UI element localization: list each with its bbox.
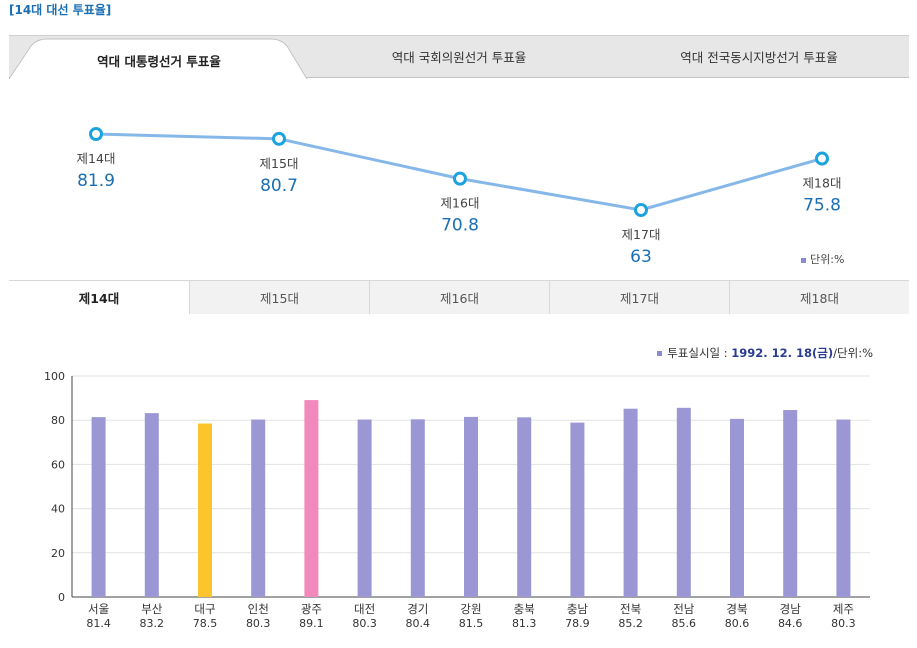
x-value-label: 89.1 <box>299 617 324 630</box>
bar-4 <box>251 419 266 597</box>
bar-3 <box>198 423 212 597</box>
x-value-label: 80.3 <box>352 617 377 630</box>
x-category-label: 경기 <box>407 602 428 616</box>
x-value-label: 85.2 <box>618 617 643 630</box>
turnout-point-label: 제17대 <box>622 227 661 242</box>
x-category-label: 경남 <box>780 602 802 616</box>
election-number-tabs: 제14대 제15대 제16대 제17대 제18대 <box>9 280 909 314</box>
x-value-label: 85.6 <box>672 617 697 630</box>
x-category-label: 대전 <box>354 602 375 616</box>
bar-10 <box>570 422 585 597</box>
unit-square-icon <box>801 257 806 263</box>
election-date: 1992. 12. 18(금) <box>731 346 834 360</box>
x-category-label: 충남 <box>567 602 589 616</box>
unit-note-text: 단위:% <box>810 253 845 266</box>
tab-presidential[interactable]: 역대 대통령선거 투표율 <box>9 35 309 79</box>
x-category-label: 인천 <box>248 602 269 616</box>
info-suffix: /단위:% <box>833 346 873 360</box>
x-value-label: 80.3 <box>246 617 271 630</box>
bar-chart-info: 투표실시일 : 1992. 12. 18(금)/단위:% <box>657 345 873 361</box>
x-category-label: 강원 <box>460 602 481 616</box>
tab-presidential-label: 역대 대통령선거 투표율 <box>97 53 221 69</box>
tab-national-assembly[interactable]: 역대 국회의원선거 투표율 <box>391 50 527 65</box>
y-tick-label: 60 <box>51 458 65 471</box>
x-value-label: 81.4 <box>86 617 111 630</box>
tab-18th[interactable]: 제18대 <box>729 281 909 314</box>
x-category-label: 서울 <box>88 602 109 616</box>
x-category-label: 경북 <box>726 602 747 616</box>
turnout-point-value: 81.9 <box>77 171 115 191</box>
tab-16th[interactable]: 제16대 <box>369 281 549 314</box>
bar-5 <box>304 400 319 597</box>
turnout-line-chart: 제14대 81.9 제15대 80.7 제16대 70.8 제17대 63 제18대 75.8 <box>77 127 842 267</box>
y-tick-label: 0 <box>58 591 65 604</box>
page-heading: [14대 대선 투표율] <box>9 3 112 17</box>
bar-14 <box>783 410 798 597</box>
x-value-label: 84.6 <box>778 617 803 630</box>
turnout-point <box>272 131 286 146</box>
bar-6 <box>357 419 372 597</box>
bar-15 <box>836 419 851 597</box>
turnout-point-label: 제16대 <box>441 196 480 211</box>
bar-13 <box>730 418 744 597</box>
turnout-point <box>634 203 648 217</box>
x-category-label: 전남 <box>673 602 695 616</box>
turnout-point <box>89 127 103 141</box>
line-chart-unit-note: 단위:% <box>801 251 844 267</box>
bar-9 <box>517 417 532 597</box>
bar-11 <box>623 408 638 597</box>
bar-1 <box>91 417 106 597</box>
regional-turnout-bar-chart: 020406080100서울81.4부산83.2대구78.5인천80.3광주89… <box>44 370 870 630</box>
x-category-label: 대구 <box>194 602 215 616</box>
x-value-label: 78.5 <box>193 617 218 630</box>
x-value-label: 83.2 <box>140 617 165 630</box>
bar-7 <box>410 419 425 597</box>
x-value-label: 80.6 <box>725 617 750 630</box>
turnout-point-label: 제15대 <box>260 156 299 171</box>
turnout-point <box>815 151 829 166</box>
x-value-label: 81.5 <box>459 617 484 630</box>
bar-8 <box>464 416 478 597</box>
bar-12 <box>676 407 691 597</box>
turnout-point-label: 제14대 <box>77 151 116 166</box>
turnout-point <box>453 171 467 186</box>
tab-17th[interactable]: 제17대 <box>549 281 729 314</box>
x-value-label: 80.3 <box>831 617 856 630</box>
turnout-point-value: 70.8 <box>441 216 479 236</box>
y-tick-label: 80 <box>51 414 65 427</box>
x-value-label: 81.3 <box>512 617 537 630</box>
tab-local-election[interactable]: 역대 전국동시지방선거 투표율 <box>680 50 838 65</box>
info-prefix: 투표실시일 : <box>667 346 732 360</box>
x-category-label: 광주 <box>301 602 322 616</box>
x-value-label: 80.4 <box>406 617 431 630</box>
bar-2 <box>144 413 159 597</box>
turnout-point-value: 75.8 <box>803 196 841 216</box>
y-tick-label: 40 <box>51 503 65 516</box>
y-tick-label: 20 <box>51 547 65 560</box>
turnout-point-value: 63 <box>630 247 652 267</box>
info-square-icon <box>657 351 663 356</box>
x-value-label: 78.9 <box>565 617 590 630</box>
x-category-label: 제주 <box>833 602 854 616</box>
x-category-label: 부산 <box>141 602 163 616</box>
active-tab-shape <box>9 38 308 79</box>
election-type-tabs: 역대 대통령선거 투표율 역대 국회의원선거 투표율 역대 전국동시지방선거 투… <box>9 35 909 79</box>
tab-14th[interactable]: 제14대 <box>9 281 189 314</box>
x-category-label: 충북 <box>514 602 535 616</box>
x-category-label: 전북 <box>620 602 641 616</box>
turnout-point-value: 80.7 <box>260 176 298 196</box>
tab-15th[interactable]: 제15대 <box>189 281 369 314</box>
y-tick-label: 100 <box>44 370 65 383</box>
turnout-point-label: 제18대 <box>803 176 842 191</box>
